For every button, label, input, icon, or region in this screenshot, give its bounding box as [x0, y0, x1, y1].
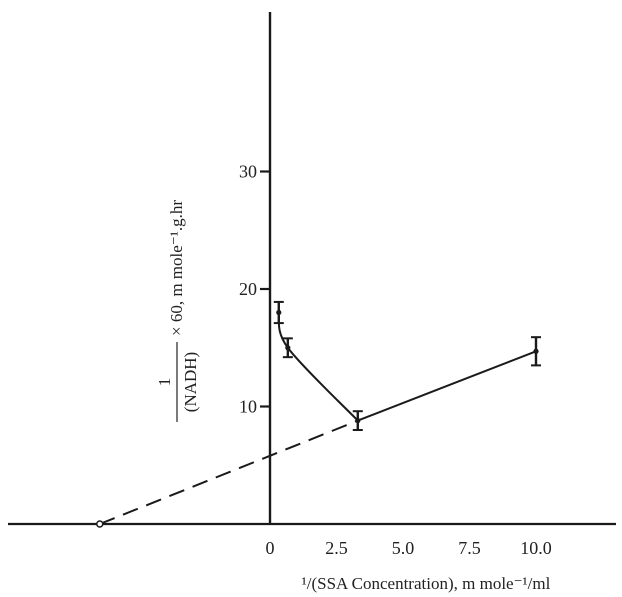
data-marker [533, 348, 539, 354]
axes [8, 12, 616, 526]
data-point [273, 300, 284, 325]
x-tick-label: 5.0 [392, 538, 415, 558]
series-group [96, 300, 541, 528]
x-tick-label: 0 [266, 538, 275, 558]
series-curve [277, 312, 359, 422]
y-axis-title-suffix: × 60, m mole⁻¹.g.hr [167, 200, 186, 336]
tick-marks [260, 170, 270, 408]
series-line [357, 350, 537, 422]
y-tick-label: 20 [239, 279, 257, 299]
tick-labels: 10 20 30 0 2.5 5.0 7.5 10.0 [239, 162, 552, 559]
data-marker [285, 345, 291, 351]
y-tick-label: 10 [239, 397, 257, 417]
x-tick-label: 7.5 [458, 538, 481, 558]
x-tick-label: 10.0 [520, 538, 552, 558]
y-tick-label: 30 [239, 162, 257, 182]
x-tick-label: 2.5 [325, 538, 348, 558]
data-point [531, 336, 541, 367]
data-point [282, 337, 293, 359]
x-intercept-point [96, 520, 104, 528]
x-axis-title: ¹/(SSA Concentration), m mole⁻¹/ml [302, 574, 551, 593]
y-axis-title-denominator: (NADH) [181, 352, 200, 412]
y-axis-title-numerator: 1 [155, 378, 174, 387]
y-axis-title: 1 (NADH) × 60, m mole⁻¹.g.hr [155, 200, 200, 422]
data-marker [355, 418, 361, 424]
data-marker [276, 309, 282, 316]
series-dashed-extrapolation [99, 419, 359, 525]
data-point [352, 410, 363, 431]
